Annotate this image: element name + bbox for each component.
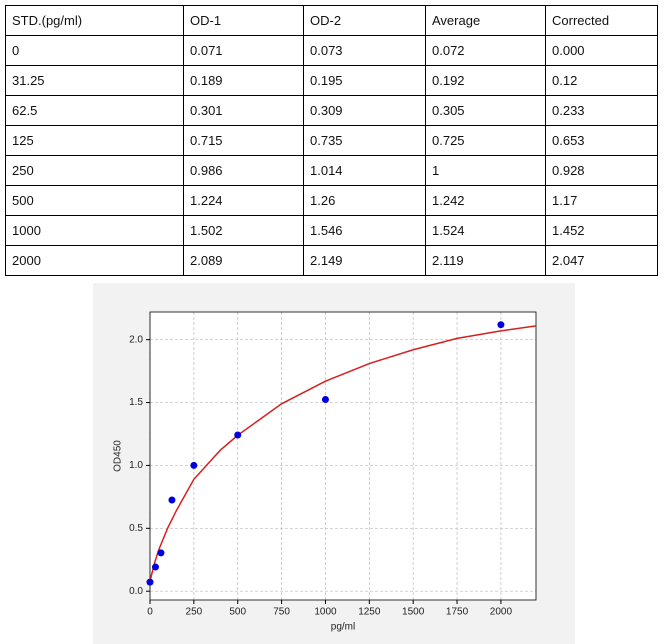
x-tick-label: 0 — [147, 607, 153, 618]
data-point — [321, 396, 329, 404]
table-cell: 2.047 — [545, 245, 658, 276]
table-row: 62.5 0.301 0.309 0.305 0.233 — [5, 95, 658, 126]
data-point — [168, 496, 176, 504]
plot-frame — [149, 311, 537, 601]
table-cell: 1.452 — [545, 215, 658, 246]
x-tick-label: 750 — [273, 607, 290, 618]
data-point — [190, 461, 198, 469]
table-cell: OD-1 — [183, 5, 304, 36]
table-cell: 2000 — [5, 245, 184, 276]
y-tick-label: 1.0 — [129, 460, 143, 471]
table-cell: 2.149 — [303, 245, 426, 276]
table-cell: 1.546 — [303, 215, 426, 246]
table-row: 500 1.224 1.26 1.242 1.17 — [5, 185, 658, 216]
y-tick-label: 1.5 — [129, 397, 143, 408]
data-point — [234, 431, 242, 439]
table-row: 0 0.071 0.073 0.072 0.000 — [5, 35, 658, 66]
x-tick-label: 1750 — [446, 607, 469, 618]
data-point — [157, 549, 165, 557]
table-row: 2000 2.089 2.149 2.119 2.047 — [5, 245, 658, 276]
y-tick-label: 0.5 — [129, 523, 143, 534]
y-tick-label: 0.0 — [129, 586, 143, 597]
table-cell: Corrected — [545, 5, 658, 36]
y-axis-label: OD450 — [113, 440, 124, 472]
table-cell: 2.119 — [425, 245, 546, 276]
plot-area — [150, 312, 536, 600]
table-cell: 0.073 — [303, 35, 426, 66]
table-cell: 0.195 — [303, 65, 426, 96]
table-cell: STD.(pg/ml) — [5, 5, 184, 36]
table-cell: 0.309 — [303, 95, 426, 126]
table-row: STD.(pg/ml) OD-1 OD-2 Average Corrected — [5, 5, 658, 36]
data-table: STD.(pg/ml) OD-1 OD-2 Average Corrected 0 0.07… — [5, 5, 658, 276]
table-cell: Average — [425, 5, 546, 36]
table-cell: 0.986 — [183, 155, 304, 186]
x-tick-label: 500 — [229, 607, 246, 618]
table-cell: 1.242 — [425, 185, 546, 216]
x-tick-label: 1500 — [402, 607, 425, 618]
x-tick-label: 2000 — [490, 607, 513, 618]
data-point — [151, 563, 159, 571]
table-cell: 0.192 — [425, 65, 546, 96]
x-tick-label: 1250 — [358, 607, 381, 618]
table-cell: 0.928 — [545, 155, 658, 186]
table-cell: 0.715 — [183, 125, 304, 156]
table-cell: 1 — [425, 155, 546, 186]
y-tick-label: 2.0 — [129, 334, 143, 345]
x-tick-label: 1000 — [314, 607, 337, 618]
x-tick-label: 250 — [186, 607, 203, 618]
table-row: 1000 1.502 1.546 1.524 1.452 — [5, 215, 658, 246]
table-cell: 0.305 — [425, 95, 546, 126]
table-cell: 0.071 — [183, 35, 304, 66]
table-cell: 2.089 — [183, 245, 304, 276]
table-cell: 0.725 — [425, 125, 546, 156]
x-axis-label: pg/ml — [331, 622, 355, 633]
table-cell: 62.5 — [5, 95, 184, 126]
data-point — [497, 321, 505, 329]
data-point — [146, 578, 154, 586]
